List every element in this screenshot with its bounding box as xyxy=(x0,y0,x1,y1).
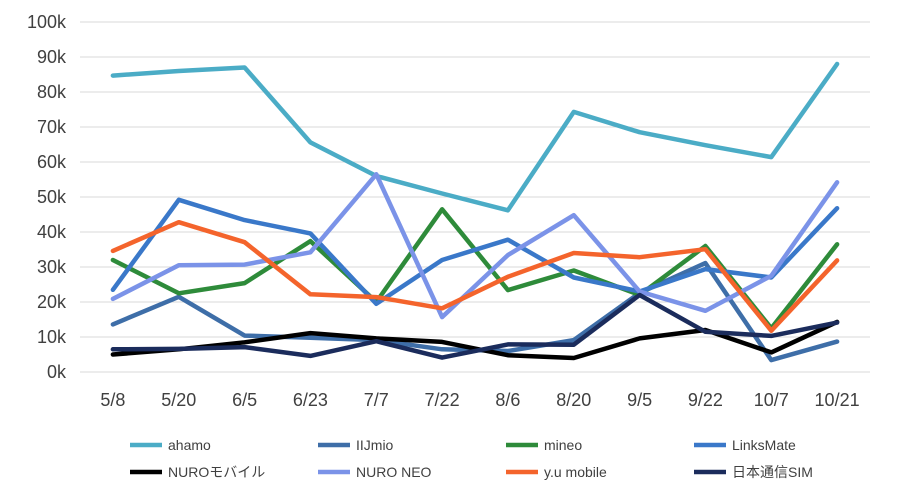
y-tick-label: 90k xyxy=(37,47,67,67)
legend: ahamo IIJmio mineo LinksMate NUROモバイル NURO NE… xyxy=(130,437,813,480)
legend-label: 日本通信SIM xyxy=(732,464,813,480)
legend-label: NURO NEO xyxy=(356,464,432,480)
x-tick-label: 7/22 xyxy=(425,390,460,410)
legend-item-2: mineo xyxy=(506,437,582,453)
y-tick-label: 30k xyxy=(37,257,67,277)
legend-label: mineo xyxy=(544,437,582,453)
x-tick-label: 8/20 xyxy=(556,390,591,410)
gridlines xyxy=(80,21,870,373)
legend-item-3: LinksMate xyxy=(694,437,796,453)
series-line-0 xyxy=(110,61,840,213)
x-tick-label: 10/21 xyxy=(815,390,860,410)
legend-item-1: IIJmio xyxy=(318,437,394,453)
x-tick-label: 8/6 xyxy=(495,390,520,410)
series-line-3 xyxy=(110,197,840,307)
series-line-6 xyxy=(110,219,840,333)
legend-label: y.u mobile xyxy=(544,464,607,480)
x-tick-label: 5/20 xyxy=(161,390,196,410)
legend-item-4: NUROモバイル xyxy=(130,464,265,480)
series-line-7 xyxy=(110,292,840,360)
y-tick-label: 70k xyxy=(37,117,67,137)
series-line-5 xyxy=(110,172,840,320)
series-lines xyxy=(110,61,840,363)
y-tick-label: 0k xyxy=(47,362,67,382)
x-tick-label: 6/5 xyxy=(232,390,257,410)
legend-label: LinksMate xyxy=(732,437,796,453)
y-tick-label: 60k xyxy=(37,152,67,172)
y-tick-label: 20k xyxy=(37,292,67,312)
x-axis-ticks: 5/8 5/20 6/5 6/23 7/7 7/22 8/6 8/20 9/5 9/22 10/7 1… xyxy=(100,390,859,410)
y-tick-label: 50k xyxy=(37,187,67,207)
legend-item-7: 日本通信SIM xyxy=(694,464,813,480)
legend-label: NUROモバイル xyxy=(168,464,265,480)
x-tick-label: 9/5 xyxy=(627,390,652,410)
legend-label: IIJmio xyxy=(356,437,394,453)
legend-item-6: y.u mobile xyxy=(506,464,607,480)
x-tick-label: 7/7 xyxy=(364,390,389,410)
x-tick-label: 10/7 xyxy=(754,390,789,410)
y-tick-label: 100k xyxy=(27,12,67,32)
legend-label: ahamo xyxy=(168,437,211,453)
y-tick-label: 10k xyxy=(37,327,67,347)
legend-item-5: NURO NEO xyxy=(318,464,432,480)
x-tick-label: 5/8 xyxy=(100,390,125,410)
y-tick-label: 40k xyxy=(37,222,67,242)
x-tick-label: 6/23 xyxy=(293,390,328,410)
series-line-2 xyxy=(110,207,840,331)
x-tick-label: 9/22 xyxy=(688,390,723,410)
legend-item-0: ahamo xyxy=(130,437,211,453)
y-tick-label: 80k xyxy=(37,82,67,102)
y-axis-ticks: 0k 10k 20k 30k 40k 50k 60k 70k 80k 90k 100k xyxy=(27,12,67,382)
